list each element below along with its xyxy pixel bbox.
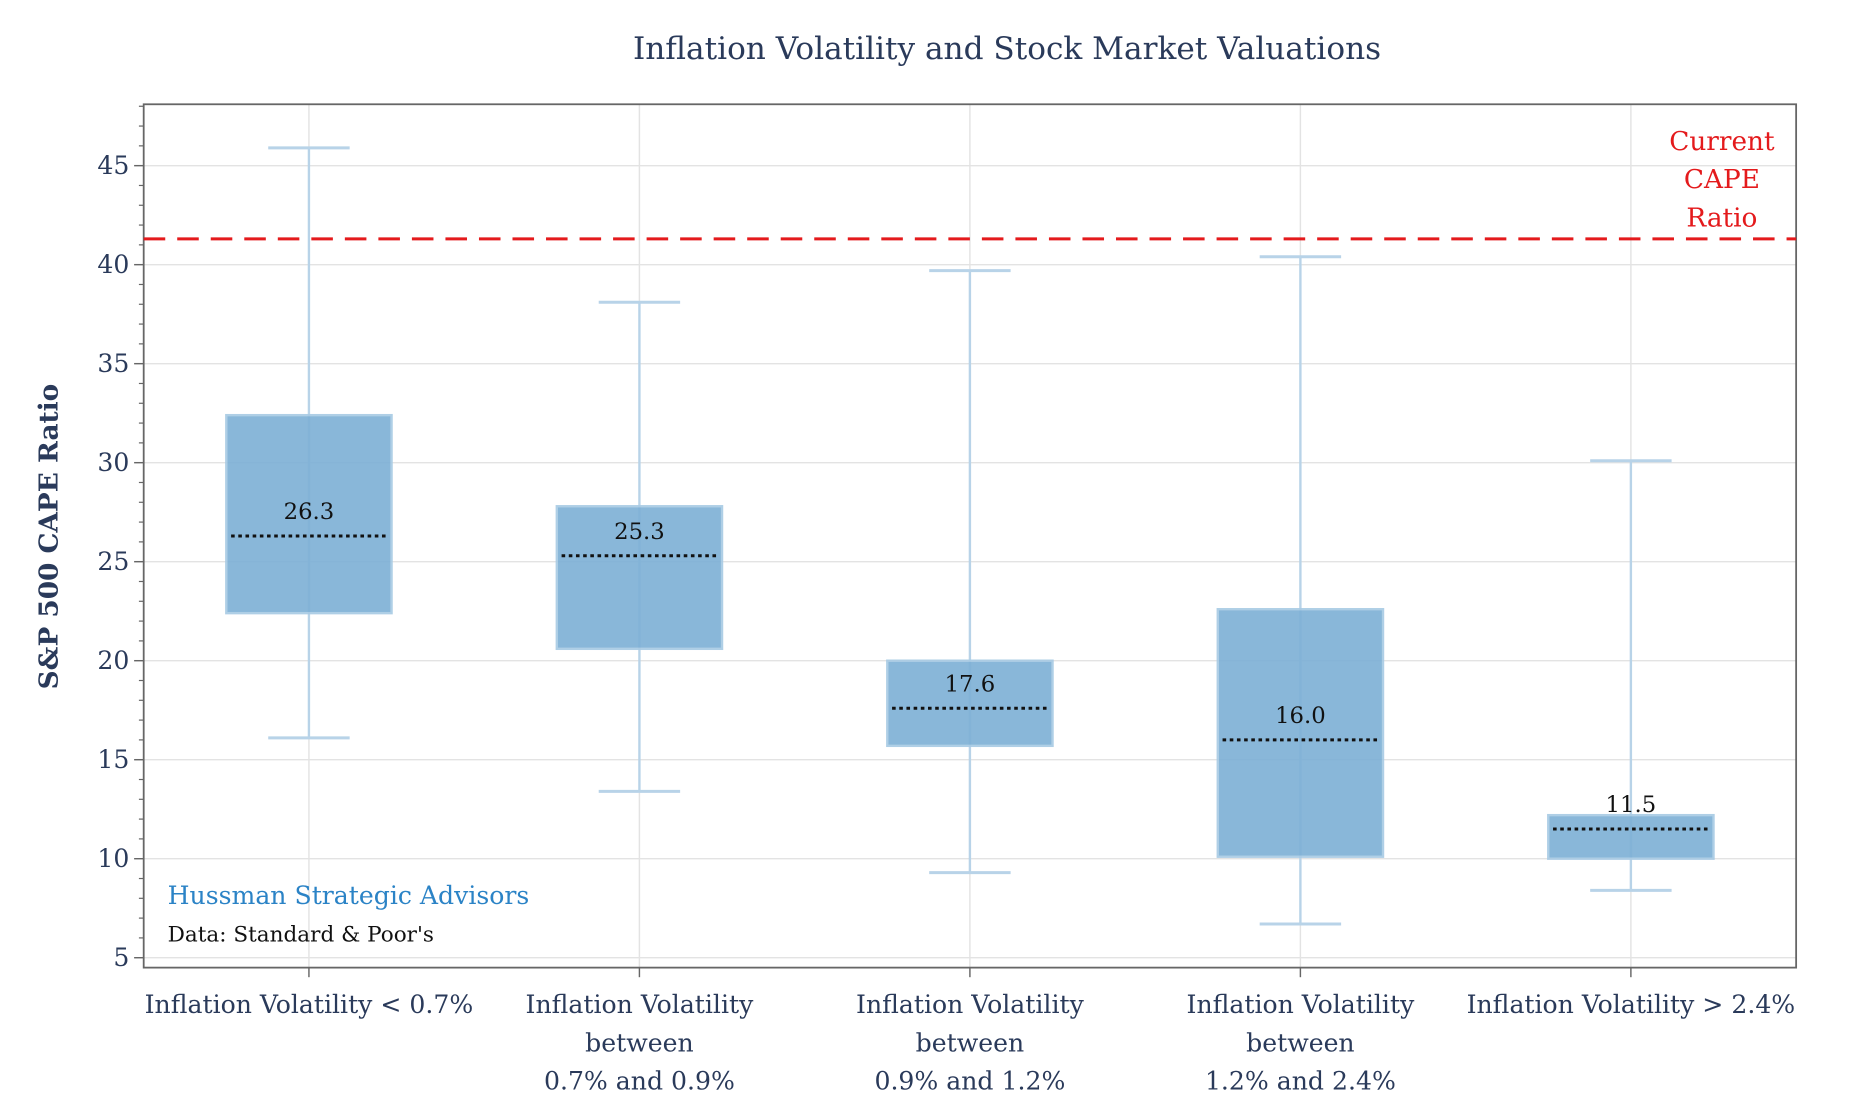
- median-label: 16.0: [1275, 703, 1326, 729]
- reference-label: CAPE: [1684, 165, 1760, 195]
- y-tick-label: 25: [97, 547, 129, 576]
- x-tick-label: Inflation Volatility < 0.7%: [145, 990, 474, 1019]
- x-tick-label: Inflation Volatility > 2.4%: [1467, 990, 1796, 1019]
- y-axis: 5 10 15 20 25 30 35 40 45: [97, 105, 144, 972]
- y-tick-label: 20: [97, 646, 129, 675]
- box-iqr: [1216, 608, 1385, 858]
- reference-label: Ratio: [1686, 203, 1757, 233]
- x-tick-label: Inflation Volatility: [1187, 990, 1416, 1019]
- box-iqr: [886, 659, 1054, 748]
- reference-label: Current: [1669, 127, 1775, 157]
- box-iqr: [225, 413, 393, 615]
- y-tick-label: 45: [97, 151, 129, 180]
- y-axis-label: S&P 500 CAPE Ratio: [33, 384, 64, 690]
- median-label: 26.3: [284, 499, 335, 525]
- box-4: 16.0: [1216, 255, 1385, 926]
- y-tick-label: 5: [113, 943, 129, 972]
- boxes: 26.3 25.3 17.6 16.0 11.5: [225, 146, 1715, 926]
- median-label: 17.6: [945, 671, 996, 697]
- y-tick-label: 40: [97, 250, 129, 279]
- box-1: 26.3: [225, 146, 393, 740]
- x-tick-label: 0.9% and 1.2%: [874, 1067, 1065, 1096]
- y-tick-label: 30: [97, 448, 129, 477]
- box-5: 11.5: [1547, 459, 1715, 892]
- x-tick-label: 0.7% and 0.9%: [544, 1067, 735, 1096]
- x-tick-label: Inflation Volatility: [856, 990, 1085, 1019]
- x-tick-label: between: [1246, 1028, 1354, 1057]
- x-tick-label: 1.2% and 2.4%: [1205, 1067, 1396, 1096]
- x-tick-label: between: [585, 1028, 693, 1057]
- y-tick-label: 35: [97, 349, 129, 378]
- median-label: 25.3: [614, 519, 665, 545]
- chart-title: Inflation Volatility and Stock Market Va…: [633, 31, 1381, 67]
- box-iqr: [1547, 813, 1715, 860]
- x-tick-label: Inflation Volatility: [526, 990, 755, 1019]
- brand-label: Hussman Strategic Advisors: [168, 881, 530, 910]
- x-axis: Inflation Volatility < 0.7% Inflation Vol…: [145, 967, 1796, 1096]
- box-3: 17.6: [886, 269, 1054, 875]
- y-tick-label: 10: [97, 844, 129, 873]
- y-tick-label: 15: [97, 745, 129, 774]
- median-label: 11.5: [1606, 792, 1657, 818]
- current-cape-line: Current CAPE Ratio: [143, 127, 1797, 241]
- box-2: 25.3: [555, 300, 724, 793]
- source-label: Data: Standard & Poor's: [168, 922, 434, 947]
- box-iqr: [555, 505, 724, 651]
- x-tick-label: between: [916, 1028, 1024, 1057]
